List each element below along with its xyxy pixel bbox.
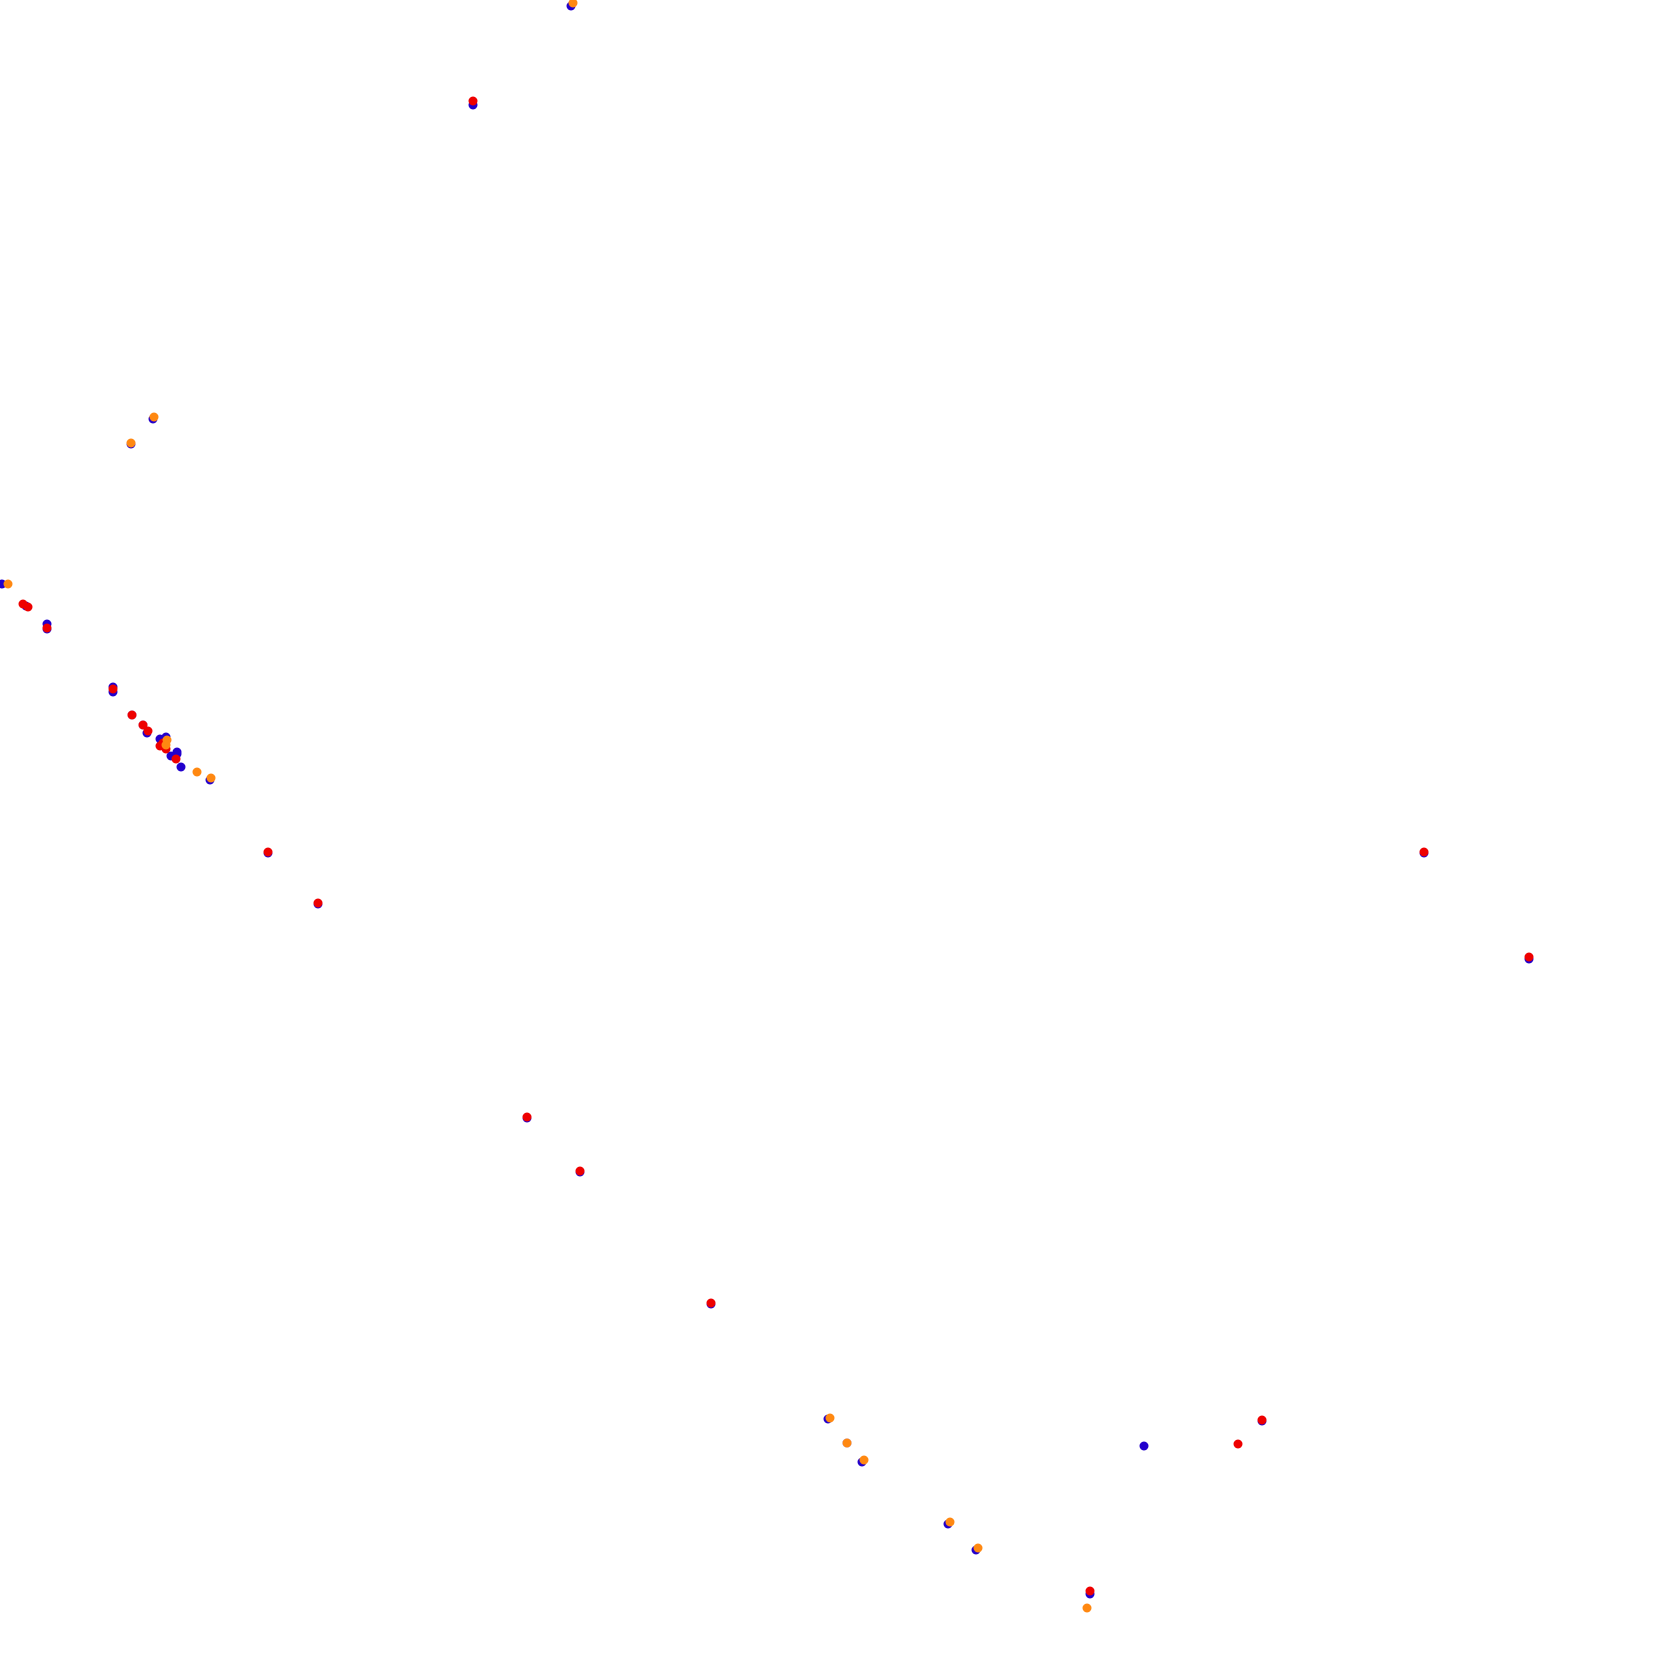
data-point bbox=[1085, 1586, 1095, 1596]
series-0 bbox=[0, 1, 1534, 1599]
data-point bbox=[859, 1455, 869, 1465]
series-2 bbox=[3, 0, 1092, 1613]
data-point bbox=[568, 0, 578, 8]
data-point bbox=[973, 1543, 983, 1553]
data-point bbox=[522, 1112, 532, 1122]
data-point bbox=[263, 847, 273, 857]
data-point bbox=[1257, 1415, 1267, 1425]
series-layer bbox=[0, 0, 1534, 1613]
data-point bbox=[149, 412, 159, 422]
data-point bbox=[42, 623, 52, 633]
data-point bbox=[138, 720, 148, 730]
data-point bbox=[206, 773, 216, 783]
data-point bbox=[1233, 1439, 1243, 1449]
data-point bbox=[126, 438, 136, 448]
data-point bbox=[3, 579, 13, 589]
data-point bbox=[842, 1438, 852, 1448]
series-1 bbox=[18, 96, 1534, 1596]
data-point bbox=[23, 602, 33, 612]
data-point bbox=[171, 754, 181, 764]
data-point bbox=[1139, 1441, 1149, 1451]
data-point bbox=[468, 96, 478, 106]
data-point bbox=[108, 684, 118, 694]
data-point bbox=[706, 1298, 716, 1308]
data-point bbox=[313, 898, 323, 908]
data-point bbox=[1419, 847, 1429, 857]
data-point bbox=[192, 767, 202, 777]
data-point bbox=[575, 1166, 585, 1176]
data-point bbox=[127, 710, 137, 720]
data-point bbox=[143, 726, 153, 736]
data-point bbox=[176, 762, 186, 772]
data-point bbox=[945, 1517, 955, 1527]
data-point bbox=[1082, 1603, 1092, 1613]
data-point bbox=[161, 740, 171, 750]
data-point bbox=[1524, 952, 1534, 962]
data-point bbox=[825, 1413, 835, 1423]
